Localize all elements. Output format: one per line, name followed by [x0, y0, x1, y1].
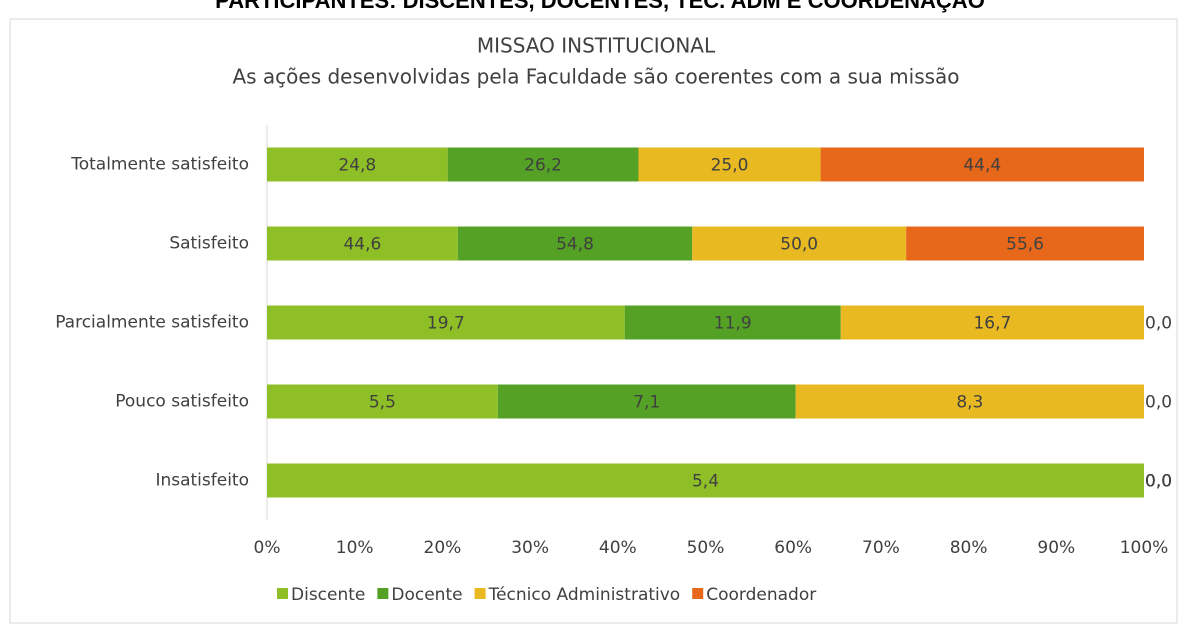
bar-segment — [497, 384, 796, 419]
data-label: 5,4 — [692, 472, 719, 492]
bar-segment — [840, 305, 1144, 340]
data-label: 50,0 — [780, 235, 818, 255]
chart-title: MISSAO INSTITUCIONAL — [477, 34, 716, 58]
x-tick-label: 20% — [424, 538, 462, 558]
legend-label: Técnico Administrativo — [488, 585, 681, 605]
data-label: 44,6 — [343, 235, 381, 255]
legend-swatch — [277, 588, 288, 599]
data-label: 25,0 — [711, 156, 749, 176]
data-label: 55,6 — [1006, 235, 1044, 255]
y-tick-label: Pouco satisfeito — [115, 392, 249, 412]
x-tick-label: 80% — [950, 538, 988, 558]
bar-segment — [906, 226, 1144, 261]
x-tick-label: 40% — [599, 538, 637, 558]
bar-segment — [267, 305, 625, 340]
bar-segment — [457, 226, 693, 261]
bar-segment — [638, 147, 821, 182]
legend-swatch — [692, 588, 704, 599]
bar-segment — [267, 463, 1144, 498]
data-label: 7,1 — [633, 393, 660, 413]
data-label: 19,7 — [427, 314, 465, 334]
x-tick-label: 60% — [774, 538, 812, 558]
legend-swatch — [474, 588, 486, 599]
data-label: 11,9 — [714, 314, 752, 334]
bar-segment — [820, 147, 1144, 182]
x-tick-label: 50% — [687, 538, 725, 558]
data-label: 26,2 — [524, 156, 562, 176]
x-tick-label: 100% — [1120, 538, 1169, 558]
data-label: 0,0 — [1145, 472, 1172, 492]
data-label: 44,4 — [963, 156, 1001, 176]
y-tick-label: Totalmente satisfeito — [70, 155, 249, 175]
y-tick-label: Satisfeito — [169, 234, 249, 254]
data-label: 8,3 — [956, 393, 983, 413]
bar-segment — [795, 384, 1144, 419]
legend-label: Coordenador — [706, 585, 816, 605]
bar-segment — [624, 305, 841, 340]
page-header: PARTICIPANTES: DISCENTES, DOCENTES, TÉC.… — [215, 0, 985, 13]
data-label: 0,0 — [1145, 314, 1172, 334]
x-tick-label: 10% — [336, 538, 374, 558]
x-tick-label: 90% — [1037, 538, 1075, 558]
chart-subtitle: As ações desenvolvidas pela Faculdade sã… — [232, 65, 959, 89]
data-label: 0,0 — [1145, 472, 1172, 492]
x-tick-label: 30% — [511, 538, 549, 558]
bar-segment — [267, 384, 498, 419]
bar-segment — [267, 226, 458, 261]
bar-segment — [447, 147, 639, 182]
data-label: 24,8 — [338, 156, 376, 176]
data-label: 0,0 — [1145, 393, 1172, 413]
data-label: 54,8 — [556, 235, 594, 255]
legend-label: Docente — [391, 585, 462, 605]
y-tick-label: Parcialmente satisfeito — [55, 313, 249, 333]
x-tick-label: 70% — [862, 538, 900, 558]
x-tick-label: 0% — [254, 538, 281, 558]
data-label: 0,0 — [1145, 472, 1172, 492]
y-tick-label: Insatisfeito — [155, 471, 249, 491]
legend-label: Discente — [291, 585, 365, 605]
bar-segment — [692, 226, 907, 261]
bar-segment — [267, 147, 448, 182]
legend-swatch — [377, 588, 389, 599]
data-label: 5,5 — [369, 393, 396, 413]
data-label: 16,7 — [973, 314, 1011, 334]
